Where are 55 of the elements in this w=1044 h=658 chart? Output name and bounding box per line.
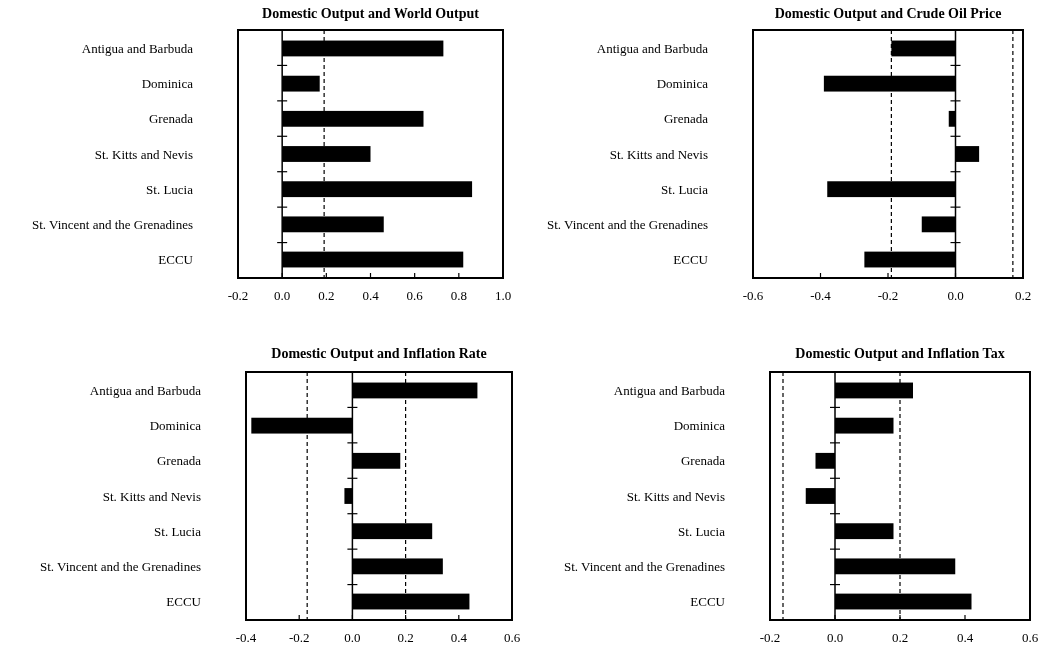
x-tick-label: 0.2: [1014, 288, 1032, 303]
y-tick-label: St. Vincent and the Grenadines: [31, 216, 193, 232]
x-tick-label: -0.4: [235, 630, 257, 645]
chart-title: Domestic Output and Crude Oil Price: [774, 6, 1002, 21]
x-tick-label: -0.4: [810, 288, 832, 303]
y-tick-label: ECCU: [166, 594, 202, 610]
y-tick-label: Antigua and Barbuda: [596, 41, 709, 57]
y-tick-label: Antigua and Barbuda: [81, 41, 194, 57]
x-tick-label: 0.4: [956, 630, 974, 645]
x-tick-label: 0.6: [406, 288, 424, 303]
y-tick-label: St. Vincent and the Grenadines: [39, 558, 201, 574]
y-tick-label: St. Kitts and Nevis: [609, 146, 708, 162]
x-tick-label: 0.6: [503, 630, 521, 645]
y-tick-label: Dominica: [141, 76, 194, 92]
y-tick-label: St. Vincent and the Grenadines: [563, 558, 725, 574]
x-tick-label: 1.0: [494, 288, 512, 303]
x-tick-label: 0.0: [274, 288, 291, 303]
x-tick-label: 0.6: [1021, 630, 1039, 645]
y-tick-label: Dominica: [656, 76, 709, 92]
y-tick-label: St. Lucia: [661, 181, 709, 197]
x-tick-label: -0.6: [742, 288, 764, 303]
y-tick-label: Dominica: [673, 418, 726, 434]
y-tick-label: St. Kitts and Nevis: [102, 488, 201, 504]
x-tick-label: -0.2: [759, 630, 781, 645]
y-tick-label: St. Kitts and Nevis: [94, 146, 193, 162]
y-tick-label: Antigua and Barbuda: [613, 383, 726, 399]
y-tick-label: Grenada: [148, 111, 194, 127]
x-tick-label: 0.8: [450, 288, 467, 303]
chart-title: Domestic Output and World Output: [262, 6, 480, 21]
x-tick-label: 0.2: [891, 630, 909, 645]
x-tick-label: 0.2: [318, 288, 335, 303]
x-tick-label: 0.4: [362, 288, 380, 303]
x-tick-label: 0.0: [826, 630, 844, 645]
y-tick-label: St. Kitts and Nevis: [626, 488, 725, 504]
y-tick-label: St. Lucia: [146, 181, 194, 197]
y-tick-label: Grenada: [680, 453, 726, 469]
y-tick-label: St. Lucia: [678, 523, 726, 539]
x-tick-label: -0.2: [227, 288, 249, 303]
x-tick-label: -0.2: [877, 288, 899, 303]
x-tick-label: -0.2: [288, 630, 310, 645]
x-tick-label: 0.0: [947, 288, 964, 303]
chart-title: Domestic Output and Inflation Tax: [795, 346, 1005, 361]
x-tick-label: 0.4: [450, 630, 468, 645]
y-tick-label: Antigua and Barbuda: [89, 383, 202, 399]
x-tick-label: 0.0: [344, 630, 361, 645]
y-tick-label: ECCU: [673, 252, 709, 268]
y-tick-label: ECCU: [158, 252, 194, 268]
y-tick-label: St. Lucia: [154, 523, 202, 539]
y-tick-label: Grenada: [156, 453, 202, 469]
y-tick-label: Dominica: [149, 418, 202, 434]
y-tick-label: St. Vincent and the Grenadines: [546, 216, 708, 232]
x-tick-label: 0.2: [397, 630, 414, 645]
y-tick-label: Grenada: [663, 111, 709, 127]
y-tick-label: ECCU: [690, 594, 726, 610]
chart-title: Domestic Output and Inflation Rate: [271, 346, 487, 361]
